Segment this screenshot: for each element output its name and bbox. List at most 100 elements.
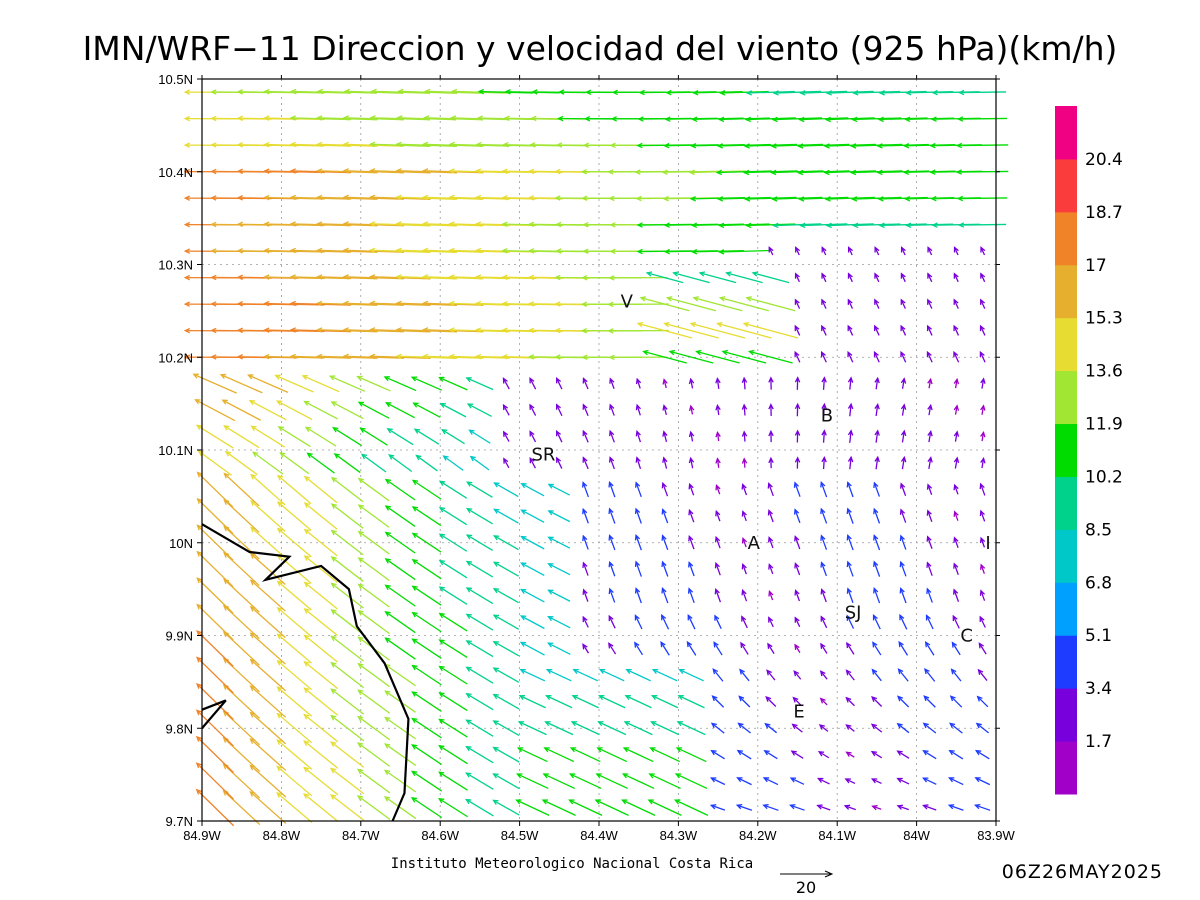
wind-vector [623, 721, 653, 736]
wind-vector [276, 712, 313, 744]
y-tick-label: 9.7N [166, 814, 193, 829]
wind-vector [739, 668, 750, 682]
y-tick-label: 9.8N [166, 721, 193, 736]
wind-vector [437, 797, 468, 818]
wind-vector [384, 505, 416, 527]
wind-vector [247, 374, 289, 393]
wind-vector [688, 482, 695, 496]
wind-vector [957, 222, 1007, 228]
wind-vector [547, 563, 571, 576]
wind-vector [953, 456, 960, 469]
wind-vector [421, 194, 484, 201]
wind-vector [316, 353, 378, 360]
wind-vector [635, 456, 642, 470]
wind-vector [661, 481, 669, 497]
wind-vector [825, 222, 874, 229]
wind-vector [545, 668, 572, 682]
wind-vector [715, 430, 721, 442]
wind-vector [691, 116, 744, 123]
wind-vector [635, 403, 642, 416]
wind-vector [900, 350, 907, 363]
wind-vector [395, 327, 457, 333]
wind-vector [849, 143, 903, 149]
wind-vector [384, 743, 417, 766]
wind-vector [717, 222, 770, 229]
wind-vector [898, 640, 909, 656]
wind-vector [878, 222, 927, 229]
wind-vector [770, 169, 824, 176]
wind-vector [818, 724, 829, 732]
wind-vector [900, 403, 907, 416]
colorbar-swatch [1055, 741, 1077, 795]
wind-vector [568, 799, 603, 816]
wind-vector [357, 689, 391, 714]
wind-vector [224, 450, 258, 476]
chart-title: IMN/WRF−11 Direccion y velocidad del vie… [83, 29, 1118, 68]
wind-vector [873, 481, 880, 497]
wind-vector [692, 296, 743, 312]
wind-vector [794, 643, 801, 653]
wind-vector [503, 457, 510, 469]
wind-vector [768, 563, 774, 575]
wind-vector [342, 300, 405, 307]
wind-vector [846, 481, 854, 498]
wind-vector [249, 579, 286, 612]
wind-vector [492, 799, 520, 816]
wind-vector [635, 377, 642, 389]
wind-vector [980, 563, 986, 574]
wind-vector [222, 657, 260, 693]
wind-vector [448, 221, 510, 227]
wind-vector [846, 534, 854, 551]
wind-vector [821, 298, 827, 309]
wind-vector [634, 560, 642, 577]
wind-vector [770, 143, 824, 149]
wind-vector [845, 751, 855, 758]
wind-vector [876, 143, 929, 149]
wind-vector [792, 696, 802, 707]
wind-vector [687, 613, 696, 630]
wind-vector [772, 222, 822, 229]
wind-vector [438, 745, 468, 765]
station-labels: V B SR A I SJ C E [531, 292, 990, 723]
wind-vector [569, 747, 601, 763]
wind-vector [413, 428, 440, 445]
wind-vector [820, 350, 827, 363]
wind-vector [316, 327, 378, 333]
wind-vector [448, 353, 510, 360]
wind-vector [369, 221, 431, 227]
wind-vector [357, 742, 391, 767]
wind-vector [976, 695, 989, 708]
wind-vector [330, 714, 365, 742]
wind-vector [820, 642, 828, 654]
wind-vector [306, 452, 335, 474]
wind-vector [980, 246, 986, 256]
wind-vector [675, 747, 707, 763]
wind-vector [594, 799, 629, 816]
wind-vector [688, 508, 695, 523]
wind-vector [276, 580, 312, 611]
wind-vector [714, 614, 722, 629]
wind-vector [922, 804, 937, 811]
wind-vector [609, 403, 615, 416]
wind-vector [465, 534, 493, 551]
wind-vector [249, 764, 287, 798]
wind-vector [466, 481, 493, 498]
x-tick-label: 83.9W [977, 828, 1015, 843]
wind-vector [748, 349, 793, 364]
wind-vector [303, 634, 339, 663]
wind-vector [386, 428, 414, 446]
wind-vector [303, 475, 338, 504]
wind-vector [289, 300, 352, 307]
wind-vector [492, 746, 520, 763]
wind-vector [955, 142, 1009, 149]
wind-vector [520, 483, 545, 497]
wind-vector [896, 777, 910, 785]
coastline-south [201, 699, 227, 729]
wind-vector [668, 349, 714, 364]
wind-vector [715, 169, 772, 176]
wind-vector [900, 377, 907, 389]
wind-vector [448, 327, 510, 333]
wind-vector [762, 803, 779, 811]
wind-vector [289, 327, 352, 333]
wind-vector [767, 482, 774, 497]
